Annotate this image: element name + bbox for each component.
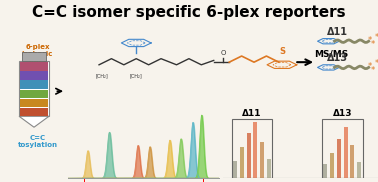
Text: S: S: [279, 47, 285, 56]
Bar: [344, 127, 348, 178]
Bar: [232, 119, 272, 178]
Bar: [246, 133, 251, 178]
Bar: [357, 163, 361, 178]
Bar: [22, 52, 46, 62]
Bar: [337, 139, 341, 178]
Text: [CH₂]: [CH₂]: [96, 74, 109, 79]
Text: Δ11: Δ11: [327, 27, 348, 37]
Text: *: *: [371, 40, 375, 49]
Text: *: *: [368, 62, 372, 71]
Bar: [324, 164, 327, 178]
Text: C=C
tosylation: C=C tosylation: [17, 135, 57, 148]
Text: *: *: [368, 36, 372, 45]
Text: Δ13: Δ13: [333, 109, 352, 118]
Text: *: *: [371, 66, 375, 75]
Bar: [260, 142, 264, 178]
Text: C=C isomer specific 6-plex reporters: C=C isomer specific 6-plex reporters: [32, 5, 346, 20]
Text: Δ11: Δ11: [242, 109, 262, 118]
Text: 6-plex
isobaric
tags: 6-plex isobaric tags: [22, 44, 53, 64]
Text: *: *: [374, 59, 378, 68]
Text: *: *: [374, 33, 378, 42]
Bar: [350, 145, 355, 178]
Bar: [20, 108, 48, 116]
Bar: [240, 147, 244, 178]
Text: O: O: [220, 50, 226, 56]
Bar: [330, 153, 334, 178]
Text: [CH₂]: [CH₂]: [130, 74, 143, 79]
Text: Δ13: Δ13: [327, 54, 348, 64]
Bar: [19, 62, 49, 116]
Polygon shape: [19, 116, 49, 127]
Bar: [233, 161, 237, 178]
Bar: [253, 122, 257, 178]
Bar: [20, 90, 48, 98]
Bar: [20, 71, 48, 80]
Bar: [322, 119, 363, 178]
Bar: [267, 159, 271, 178]
Bar: [20, 99, 48, 107]
Bar: [20, 62, 48, 71]
Bar: [20, 80, 48, 89]
Text: MS/MS: MS/MS: [314, 50, 349, 59]
